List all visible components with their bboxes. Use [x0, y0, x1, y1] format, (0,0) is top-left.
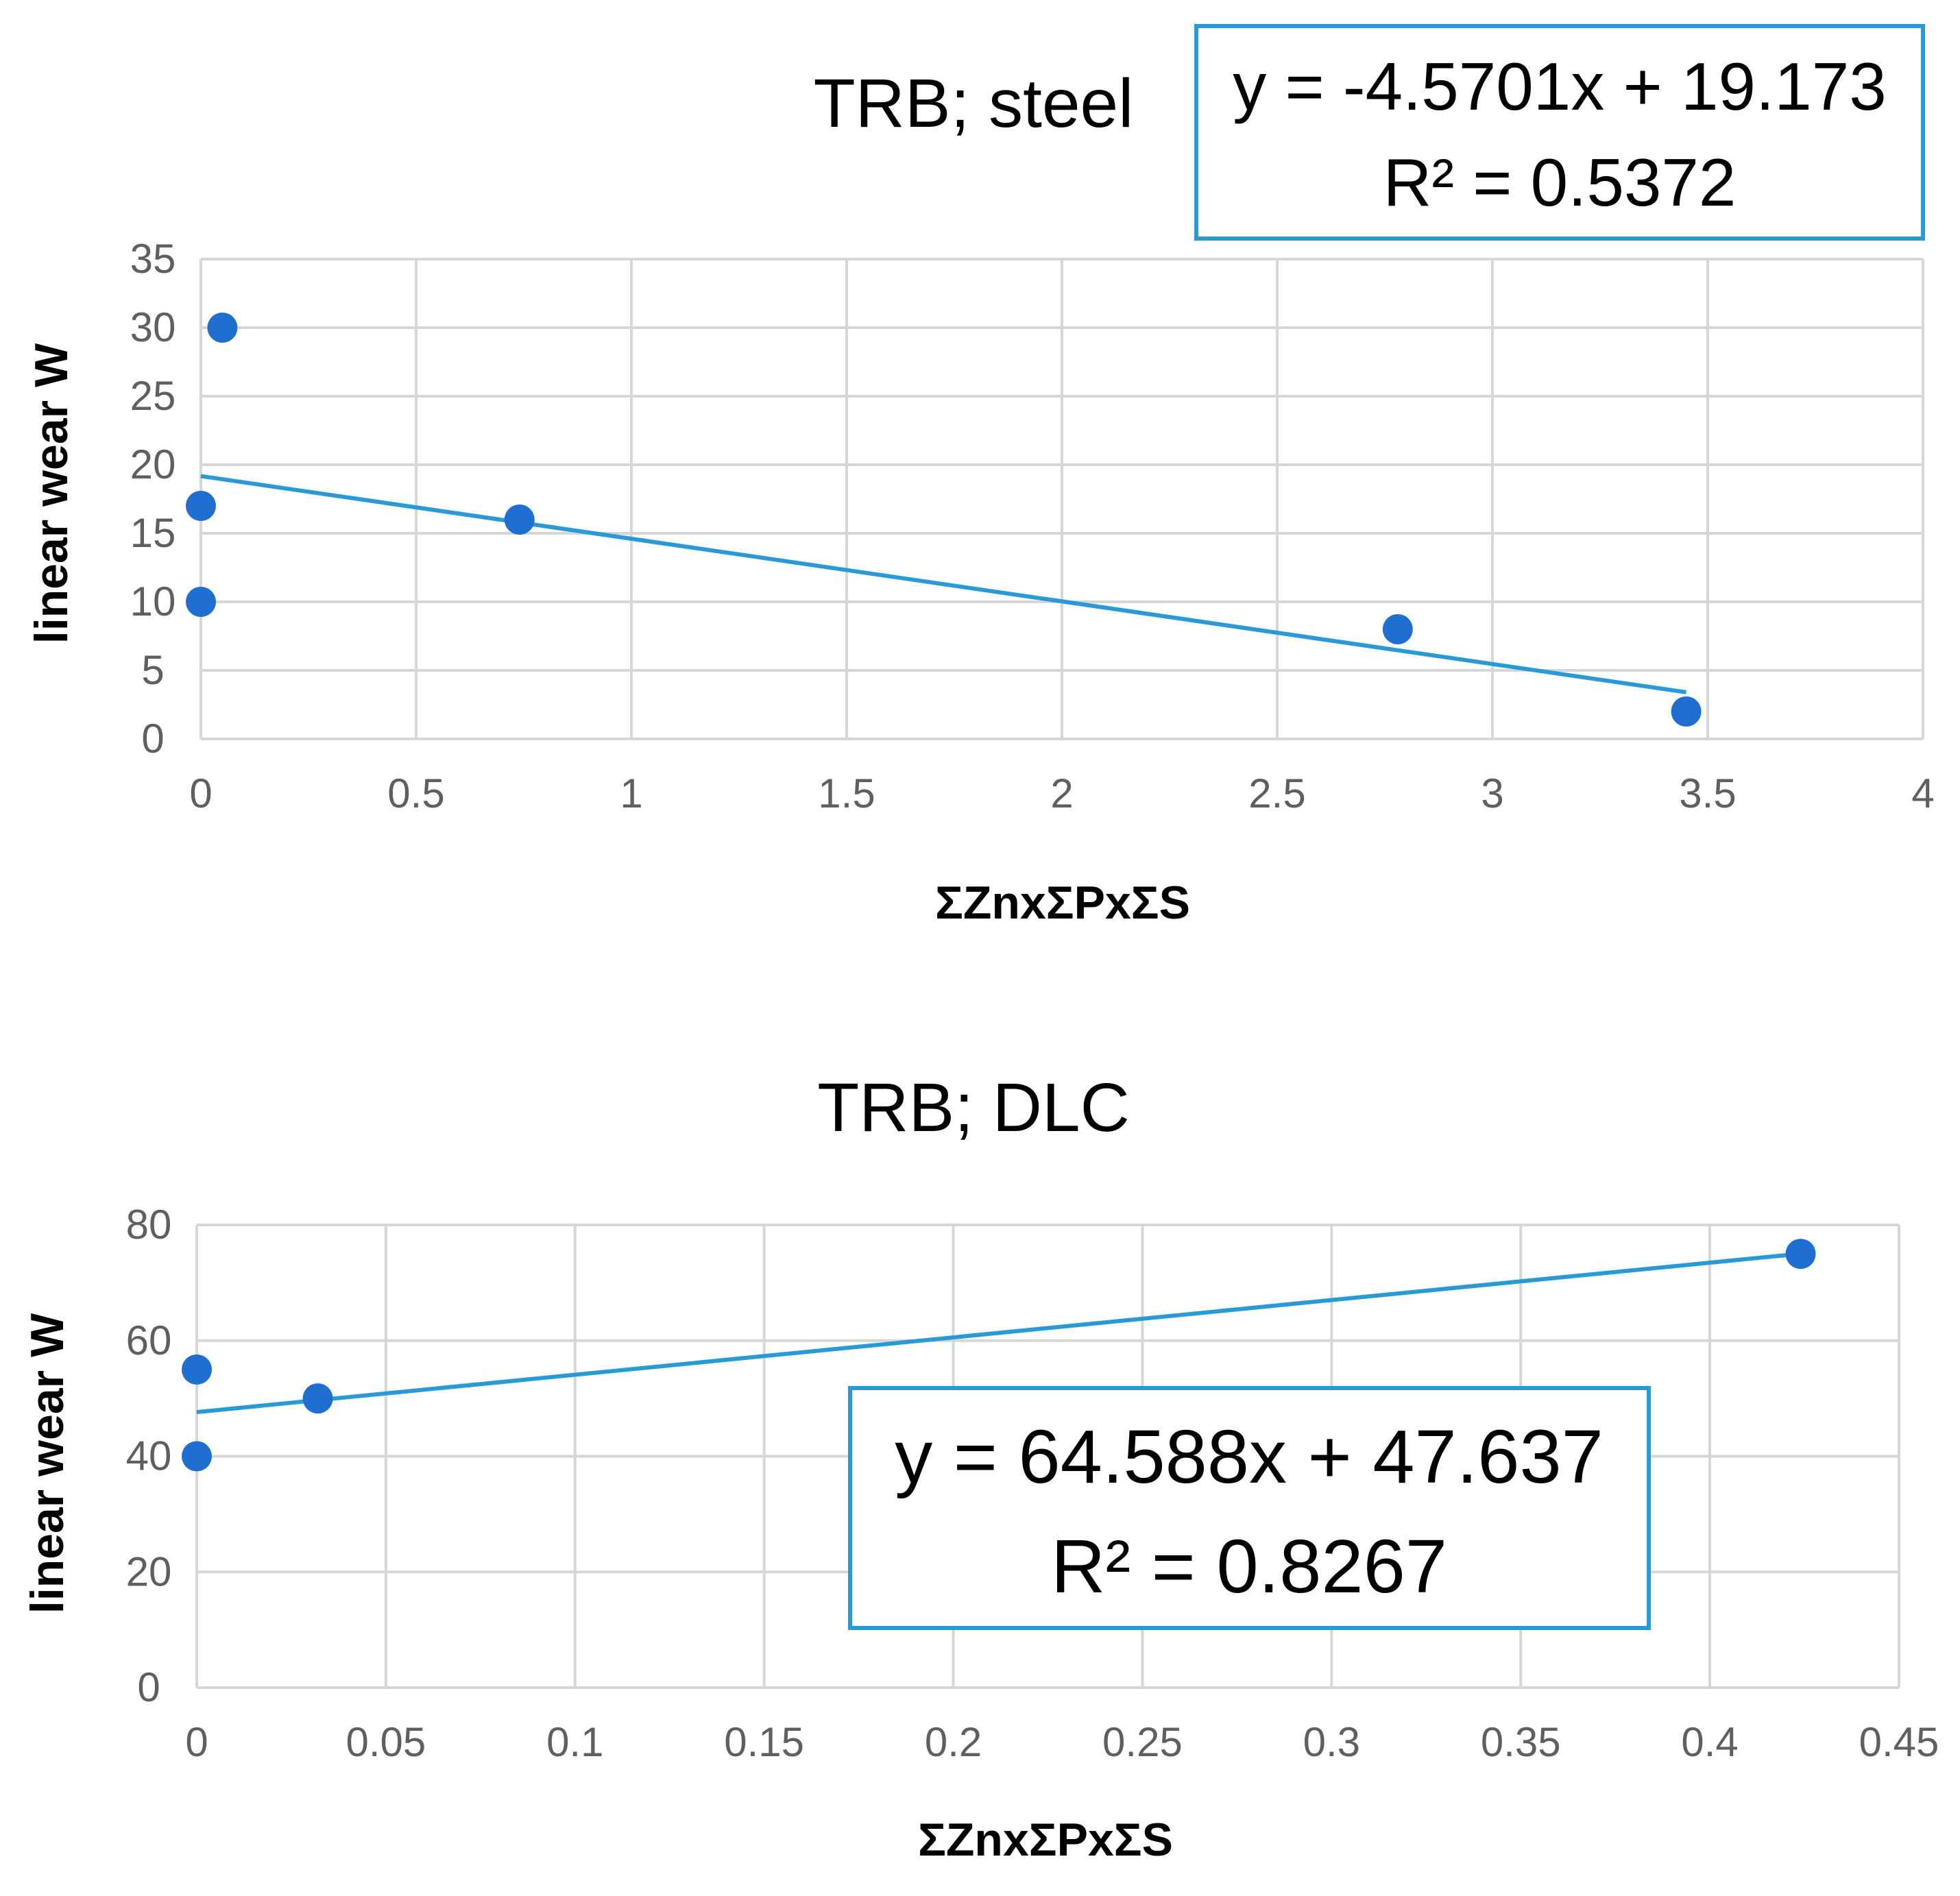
x-tick-label: 0.45 [1859, 1719, 1939, 1765]
linear-trendline [196, 1252, 1801, 1415]
x-axis-title: ΣZnxΣPxΣS [935, 877, 1190, 929]
x-tick-label: 0.05 [346, 1719, 426, 1765]
trendline-equation-box [848, 1386, 1651, 1630]
trendline-equation: y = 64.588x + 47.637 [895, 1415, 1604, 1499]
data-point [1671, 696, 1702, 727]
grid-lines [199, 258, 1924, 740]
x-axis-title: ΣZnxΣPxΣS [918, 1814, 1173, 1866]
chart-trb-dlc: TRB; DLC 0 0.05 0.1 0.15 0.2 0.25 0.3 0.35 0.4 0.… [21, 1069, 1939, 1866]
data-point [182, 1354, 212, 1385]
data-point [1382, 614, 1413, 644]
data-point [504, 505, 535, 535]
y-tick-label: 35 [130, 236, 176, 282]
data-point [207, 313, 238, 343]
y-tick-label: 10 [130, 579, 176, 624]
data-point [186, 587, 216, 617]
x-tick-label: 0.5 [387, 770, 444, 816]
trendline-group [200, 474, 1687, 694]
data-points [182, 1239, 1816, 1472]
data-points [186, 313, 1702, 727]
r-squared-value: R² = 0.5372 [1383, 145, 1737, 220]
x-tick-label: 0.4 [1681, 1719, 1738, 1765]
data-point [302, 1383, 333, 1414]
x-tick-label: 0.15 [724, 1719, 804, 1765]
trendline-equation-box [1194, 24, 1925, 241]
x-tick-label: 0.35 [1481, 1719, 1561, 1765]
trendline-group [196, 1252, 1801, 1415]
linear-trendline [200, 474, 1687, 694]
chart-trb-steel: TRB; steel 0 0.5 1 1.5 2 2.5 3 3.5 4 0 5 10 15 20 25 30… [25, 24, 1935, 929]
x-tick-label: 0 [189, 770, 212, 816]
x-tick-label: 1.5 [818, 770, 875, 816]
x-tick-label: 2.5 [1248, 770, 1305, 816]
y-tick-label: 0 [141, 716, 164, 762]
x-tick-label: 0.1 [546, 1719, 603, 1765]
chart-title: TRB; steel [814, 65, 1134, 142]
x-tick-label: 0.25 [1102, 1719, 1183, 1765]
y-tick-label: 25 [130, 373, 176, 419]
x-tick-label: 3.5 [1679, 770, 1736, 816]
y-tick-label: 30 [130, 304, 176, 350]
trendline-equation: y = -4.5701x + 19.173 [1233, 49, 1887, 124]
x-tick-label: 2 [1050, 770, 1073, 816]
y-tick-label: 60 [126, 1317, 172, 1363]
data-point [1785, 1239, 1816, 1269]
x-tick-label: 0.2 [925, 1719, 982, 1765]
x-tick-label: 4 [1911, 770, 1934, 816]
y-tick-label: 80 [126, 1202, 172, 1248]
tick-labels: 0 0.5 1 1.5 2 2.5 3 3.5 4 0 5 10 15 20 25 30 35 [130, 236, 1935, 816]
r-squared-value: R² = 0.8267 [1051, 1524, 1447, 1609]
y-tick-label: 20 [126, 1548, 172, 1594]
y-axis-title: linear wear W [25, 343, 77, 644]
y-tick-label: 15 [130, 510, 176, 556]
data-point [182, 1441, 212, 1472]
chart-title: TRB; DLC [817, 1069, 1130, 1146]
y-tick-label: 5 [141, 647, 164, 693]
y-tick-label: 0 [137, 1664, 160, 1710]
data-point [186, 491, 216, 521]
x-tick-label: 1 [620, 770, 642, 816]
x-tick-label: 0 [185, 1719, 208, 1765]
y-tick-label: 40 [126, 1433, 172, 1479]
y-tick-label: 20 [130, 441, 176, 487]
tick-labels: 0 0.05 0.1 0.15 0.2 0.25 0.3 0.35 0.4 0.45 0 20 40 60… [126, 1202, 1939, 1765]
y-axis-title: linear wear W [21, 1313, 73, 1614]
x-tick-label: 3 [1481, 770, 1503, 816]
x-tick-label: 0.3 [1303, 1719, 1360, 1765]
